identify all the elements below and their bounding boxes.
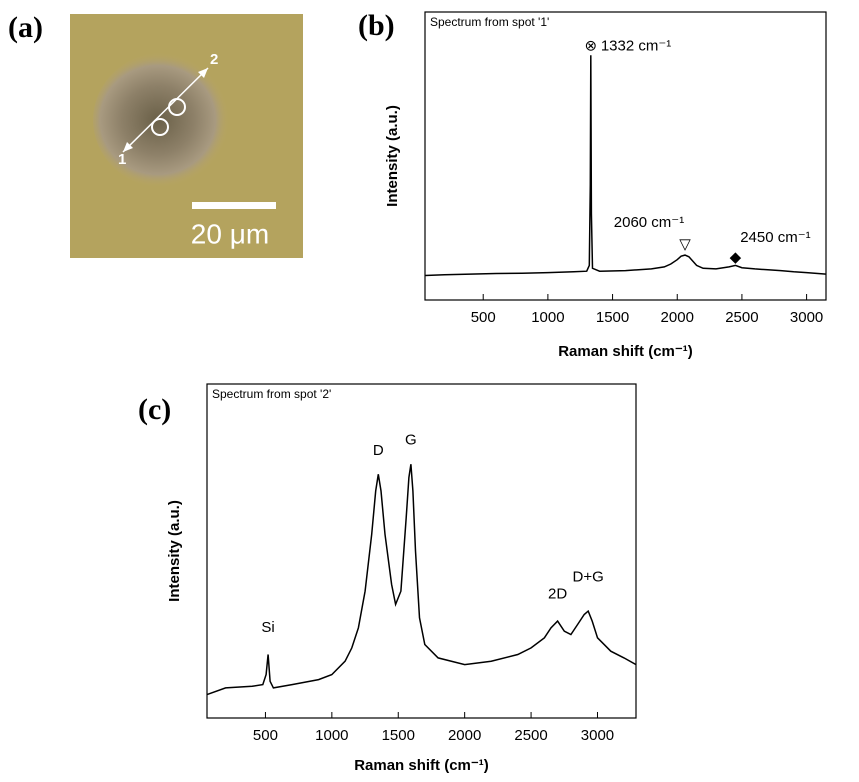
y-axis-label: Intensity (a.u.) [384, 105, 401, 207]
scale-bar-label: 20 μm [191, 218, 269, 249]
x-tick-label: 2500 [725, 309, 758, 326]
x-tick-label: 3000 [790, 309, 823, 326]
peak-label: D [373, 442, 384, 459]
spectrum-line [206, 464, 637, 696]
spot [168, 98, 186, 116]
x-tick-label: 1500 [382, 727, 415, 744]
peak-label: 1332 cm⁻¹ [601, 38, 671, 55]
x-tick-label: 2500 [514, 727, 547, 744]
x-tick-label: 500 [253, 727, 278, 744]
arrowhead [123, 142, 133, 152]
plot-frame [424, 11, 827, 301]
x-tick-label: 500 [471, 309, 496, 326]
peak-symbol: ▽ [679, 236, 691, 253]
spot [151, 118, 169, 136]
x-tick-label: 1000 [315, 727, 348, 744]
peak-label: D+G [573, 569, 604, 586]
x-tick-label: 1500 [596, 309, 629, 326]
spot-label: 2 [210, 51, 218, 68]
x-axis-label: Raman shift (cm⁻¹) [558, 343, 693, 360]
spectrum-line [424, 55, 827, 277]
arrowhead [198, 68, 208, 78]
x-axis-label: Raman shift (cm⁻¹) [354, 757, 489, 774]
y-axis-label: Intensity (a.u.) [166, 500, 183, 602]
scale-bar [192, 202, 276, 209]
panel-label: (b) [358, 9, 395, 42]
arrow [122, 67, 209, 153]
chart-title: Spectrum from spot '1' [430, 15, 549, 29]
peak-label: 2D [548, 585, 567, 602]
x-tick-label: 2000 [448, 727, 481, 744]
panel-label: (c) [138, 393, 171, 426]
peak-symbol: ◆ [730, 249, 742, 266]
chart-title: Spectrum from spot '2' [212, 387, 331, 401]
peak-label: 2060 cm⁻¹ [614, 214, 684, 231]
panel-label: (a) [8, 11, 43, 44]
spot-label: 1 [118, 151, 126, 168]
micrograph: 1 2 20 μm [70, 14, 303, 258]
x-tick-label: 1000 [531, 309, 564, 326]
peak-label: Si [261, 619, 274, 636]
peak-label: G [405, 432, 417, 449]
peak-symbol: ⊗ [585, 38, 598, 55]
x-tick-label: 3000 [581, 727, 614, 744]
plot-frame [206, 383, 637, 719]
x-tick-label: 2000 [661, 309, 694, 326]
peak-label: 2450 cm⁻¹ [740, 229, 810, 246]
